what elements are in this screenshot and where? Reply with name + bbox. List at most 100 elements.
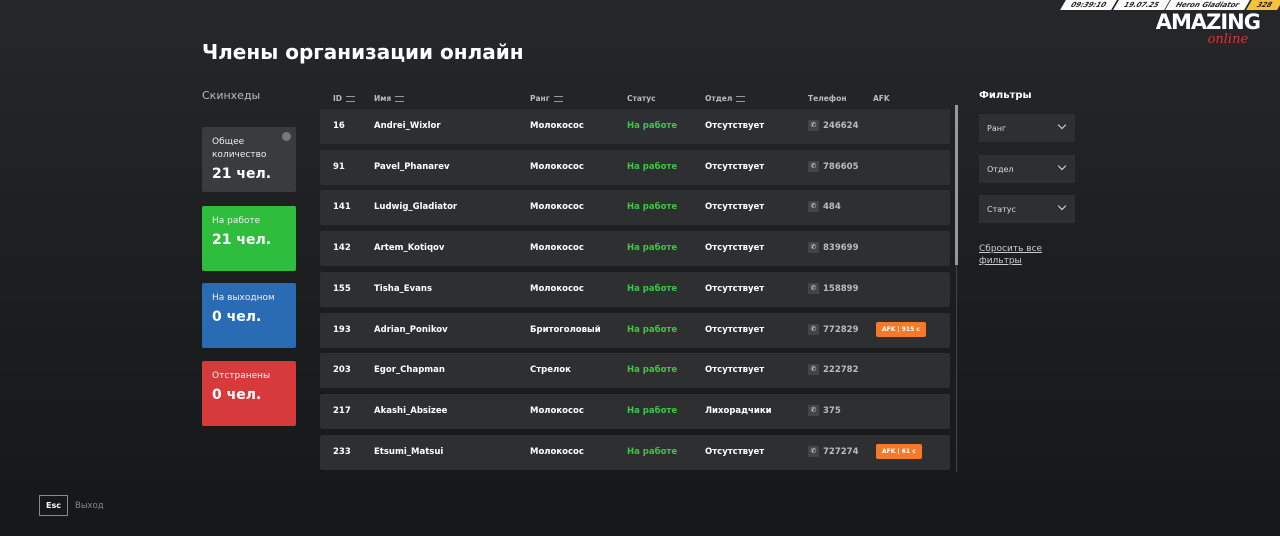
cell-phone: 727274 bbox=[823, 446, 859, 457]
cell-id: 203 bbox=[333, 365, 351, 376]
cell-dept: Отсутствует bbox=[705, 365, 765, 376]
cell-name: Etsumi_Matsui bbox=[374, 446, 444, 457]
cell-status: На работе bbox=[627, 324, 678, 335]
logo-main: AMAZING bbox=[1155, 10, 1261, 34]
exit-label: Выход bbox=[75, 501, 104, 511]
cell-phone: 246624 bbox=[823, 121, 859, 131]
page-title: Члены организации онлайн bbox=[202, 40, 524, 64]
cell-name: Egor_Chapman bbox=[374, 365, 445, 376]
scrollbar-thumb[interactable] bbox=[955, 105, 958, 265]
phone-icon: ✆ bbox=[808, 364, 819, 376]
stat-card[interactable]: На работе 21 чел. bbox=[202, 206, 296, 271]
cell-status: На работе bbox=[627, 202, 678, 213]
cell-id: 141 bbox=[333, 202, 351, 213]
filter-rank-dropdown[interactable]: Ранг bbox=[979, 114, 1075, 142]
cell-rank: Молокосос bbox=[530, 161, 584, 172]
org-name: Скинхеды bbox=[202, 89, 261, 102]
hud-bar: 09:39:10 19.07.25 Heron Gladiator 328 bbox=[1060, 0, 1280, 10]
afk-badge: AFK | 915 с bbox=[876, 321, 926, 337]
cell-rank: Молокосос bbox=[530, 446, 584, 457]
chevron-down-icon bbox=[1057, 120, 1067, 130]
stat-label: На работе bbox=[212, 216, 261, 226]
phone-icon: ✆ bbox=[808, 404, 819, 416]
header-dept[interactable]: Отдел bbox=[705, 94, 746, 103]
table-row[interactable]: 141 Ludwig_Gladiator Молокосос На работе… bbox=[320, 190, 950, 226]
afk-badge: AFK | 61 с bbox=[876, 443, 922, 459]
stat-label: На выходном bbox=[212, 293, 275, 303]
cell-status: На работе bbox=[627, 283, 678, 294]
cell-rank: Молокосос bbox=[530, 121, 584, 131]
cell-name: Artem_Kotiqov bbox=[374, 243, 445, 254]
cell-dept: Отсутствует bbox=[705, 324, 765, 335]
stat-card[interactable]: На выходном 0 чел. bbox=[202, 283, 296, 348]
header-phone: Телефон bbox=[808, 94, 847, 103]
cell-dept: Отсутствует bbox=[705, 161, 765, 172]
stat-label: Общее количество bbox=[212, 137, 267, 160]
cell-status: На работе bbox=[627, 365, 678, 376]
header-id[interactable]: ID bbox=[333, 94, 356, 103]
sort-icon bbox=[736, 96, 746, 102]
hud-money: 328 bbox=[1246, 0, 1280, 10]
cell-rank: Молокосос bbox=[530, 405, 584, 416]
phone-icon: ✆ bbox=[808, 323, 819, 335]
filters-title: Фильтры bbox=[979, 90, 1032, 101]
cell-id: 233 bbox=[333, 446, 351, 457]
sort-icon bbox=[553, 96, 563, 102]
header-name[interactable]: Имя bbox=[374, 94, 405, 103]
chevron-down-icon bbox=[1057, 161, 1067, 171]
table-row[interactable]: 233 Etsumi_Matsui Молокосос На работе От… bbox=[320, 434, 950, 470]
esc-key-button[interactable]: Esc bbox=[39, 495, 68, 516]
table-row[interactable]: 193 Adrian_Ponikov Бритоголовый На работ… bbox=[320, 312, 950, 348]
filter-status-dropdown[interactable]: Статус bbox=[979, 195, 1075, 223]
table-row[interactable]: 217 Akashi_Absizee Молокосос На работе Л… bbox=[320, 393, 950, 429]
phone-icon: ✆ bbox=[808, 282, 819, 294]
cell-rank: Стрелок bbox=[530, 365, 571, 376]
hud-player: Heron Gladiator bbox=[1165, 0, 1251, 10]
table-row[interactable]: 203 Egor_Chapman Стрелок На работе Отсут… bbox=[320, 353, 950, 389]
cell-name: Akashi_Absizee bbox=[374, 405, 448, 416]
phone-icon: ✆ bbox=[808, 120, 819, 131]
table-row[interactable]: 142 Artem_Kotiqov Молокосос На работе От… bbox=[320, 231, 950, 267]
cell-status: На работе bbox=[627, 121, 678, 131]
close-icon[interactable] bbox=[282, 132, 291, 141]
cell-dept: Отсутствует bbox=[705, 446, 765, 457]
header-status: Статус bbox=[627, 94, 656, 103]
reset-filters-link[interactable]: Сбросить все фильтры bbox=[979, 244, 1043, 266]
cell-name: Pavel_Phanarev bbox=[374, 161, 450, 172]
chevron-down-icon bbox=[1057, 201, 1067, 211]
cell-rank: Молокосос bbox=[530, 202, 584, 213]
table-row[interactable]: 91 Pavel_Phanarev Молокосос На работе От… bbox=[320, 149, 950, 185]
cell-dept: Отсутствует bbox=[705, 121, 765, 131]
cell-rank: Бритоголовый bbox=[530, 324, 601, 335]
header-rank[interactable]: Ранг bbox=[530, 94, 563, 103]
stat-card[interactable]: Общее количество 21 чел. bbox=[202, 127, 296, 192]
stat-value: 21 чел. bbox=[212, 232, 272, 248]
stat-label: Отстранены bbox=[212, 371, 271, 381]
cell-id: 217 bbox=[333, 405, 351, 416]
cell-dept: Отсутствует bbox=[705, 243, 765, 254]
table-row[interactable]: 16 Andrei_Wixlor Молокосос На работе Отс… bbox=[320, 109, 950, 144]
table-row[interactable]: 155 Tisha_Evans Молокосос На работе Отсу… bbox=[320, 271, 950, 307]
phone-icon: ✆ bbox=[808, 242, 819, 254]
header-afk: AFK bbox=[873, 94, 890, 103]
stat-value: 21 чел. bbox=[212, 166, 272, 182]
phone-icon: ✆ bbox=[808, 445, 819, 457]
cell-status: На работе bbox=[627, 405, 678, 416]
filter-dept-dropdown[interactable]: Отдел bbox=[979, 155, 1075, 183]
sort-icon bbox=[346, 96, 356, 102]
logo-sub: online bbox=[1207, 32, 1249, 47]
stat-value: 0 чел. bbox=[212, 309, 262, 325]
cell-dept: Лихорадчики bbox=[705, 405, 772, 416]
cell-status: На работе bbox=[627, 446, 678, 457]
cell-status: На работе bbox=[627, 161, 678, 172]
phone-icon: ✆ bbox=[808, 160, 819, 172]
cell-phone: 158899 bbox=[823, 283, 859, 294]
logo: AMAZING online bbox=[1155, 10, 1261, 47]
scrollbar-track[interactable] bbox=[956, 105, 957, 472]
cell-phone: 222782 bbox=[823, 365, 859, 376]
cell-rank: Молокосос bbox=[530, 243, 584, 254]
cell-phone: 375 bbox=[823, 405, 841, 416]
cell-phone: 484 bbox=[823, 202, 841, 213]
hud-date: 19.07.25 bbox=[1113, 0, 1170, 10]
stat-card[interactable]: Отстранены 0 чел. bbox=[202, 361, 296, 426]
